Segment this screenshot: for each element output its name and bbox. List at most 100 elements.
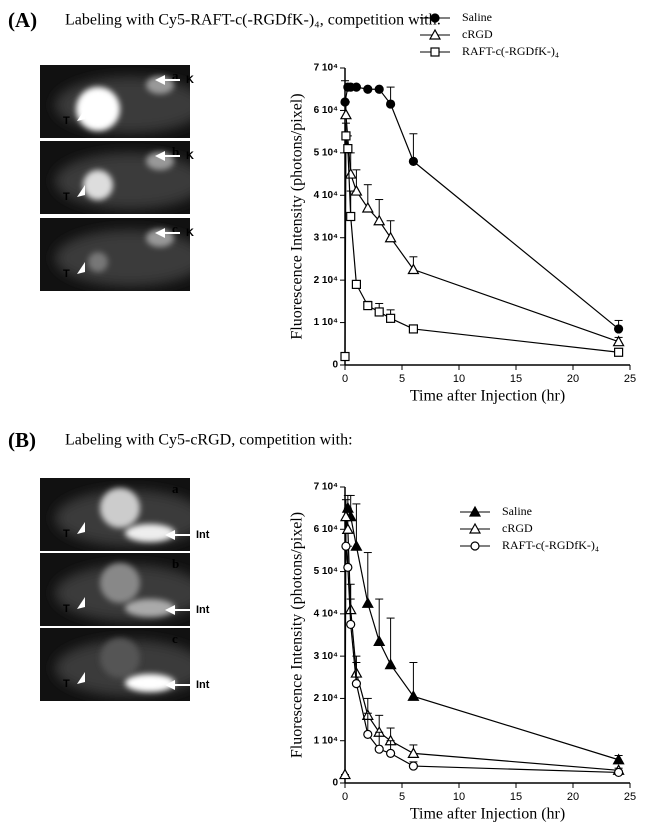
marker (408, 324, 418, 334)
arrow-label: K (186, 150, 194, 162)
tumor (88, 252, 108, 272)
y-tick-label: 2 10⁴ (314, 275, 338, 286)
fluorescence-image (40, 218, 190, 291)
marker (343, 144, 353, 154)
arrow-label: T (63, 115, 70, 127)
marker (346, 211, 356, 222)
arrow-label: T (63, 603, 70, 615)
intestine (125, 674, 175, 692)
x-tick-label: 10 (453, 373, 465, 385)
marker (361, 201, 374, 213)
marker (407, 263, 420, 275)
y-tick-label: 5 10⁴ (314, 147, 338, 158)
arrow-head (155, 228, 165, 238)
arrow-label: Int (196, 679, 210, 691)
legend-label: cRGD (502, 521, 533, 535)
image-letter: c (172, 221, 178, 236)
marker (351, 82, 361, 92)
x-tick-label: 25 (624, 791, 636, 803)
series-line (345, 114, 619, 343)
body-glow (55, 230, 190, 286)
y-axis-label: Fluorescence Intensity (photons/pixel) (289, 93, 306, 339)
y-tick-label: 4 10⁴ (314, 608, 338, 619)
marker (386, 748, 396, 759)
marker (613, 767, 624, 778)
marker (363, 84, 373, 94)
body-glow (55, 153, 190, 209)
marker (407, 690, 420, 701)
legend-label: Saline (462, 10, 492, 24)
y-tick-label: 0 (332, 360, 338, 371)
image-letter: b (172, 144, 179, 159)
y-tick-label: 5 10⁴ (314, 566, 338, 577)
panel-label: (A) (8, 8, 37, 32)
legend-marker (468, 522, 482, 534)
arrow-label: T (63, 191, 70, 203)
arrow-head (77, 672, 85, 684)
arrow-label: T (63, 528, 70, 540)
marker (408, 761, 418, 771)
tumor (100, 638, 140, 678)
error-bar (352, 503, 361, 547)
marker (339, 108, 352, 120)
image-content (55, 152, 190, 209)
arrow-label: Int (196, 529, 210, 541)
image-content (55, 76, 190, 133)
marker (374, 744, 384, 754)
x-tick-label: 10 (453, 791, 465, 803)
legend-marker (430, 47, 440, 57)
fluorescence-image (40, 628, 190, 701)
arrow-head (77, 109, 85, 121)
marker (340, 351, 350, 362)
marker (386, 99, 396, 109)
series-line (344, 86, 619, 330)
legend-marker (468, 505, 482, 517)
error-bar (386, 617, 395, 665)
marker (341, 131, 351, 141)
legend-label: RAFT-c(-RGDfK-)₄ (502, 538, 599, 552)
marker (350, 539, 363, 551)
panel-label: (B) (8, 428, 36, 452)
marker (612, 753, 625, 765)
x-tick-label: 25 (624, 373, 636, 385)
x-tick-label: 20 (567, 791, 579, 803)
marker (363, 301, 373, 311)
marker (343, 562, 353, 572)
legend-label: cRGD (462, 27, 493, 41)
series-line (344, 516, 619, 775)
y-tick-label: 7 10⁴ (314, 482, 338, 493)
marker (351, 279, 361, 289)
fluorescence-image (40, 553, 190, 626)
arrow-label: Int (196, 604, 210, 616)
series-line (344, 135, 619, 357)
marker (613, 324, 624, 334)
marker (407, 747, 420, 759)
arrow-head (77, 185, 85, 197)
marker (341, 541, 351, 551)
tumor (100, 488, 140, 528)
arrow-head (77, 262, 85, 274)
arrow-head (165, 530, 175, 540)
y-tick-label: 2 10⁴ (314, 693, 338, 704)
marker (373, 214, 386, 226)
image-content (55, 229, 190, 286)
image-letter: a (172, 481, 179, 496)
y-tick-label: 7 10⁴ (314, 63, 338, 74)
marker (386, 313, 396, 323)
error-bar (375, 598, 384, 642)
y-tick-label: 6 10⁴ (314, 524, 338, 535)
marker (612, 335, 625, 347)
y-tick-label: 4 10⁴ (314, 190, 338, 201)
marker (339, 510, 352, 522)
legend-marker (428, 28, 442, 40)
arrow-head (165, 680, 175, 690)
x-tick-label: 20 (567, 373, 579, 385)
marker (361, 597, 374, 608)
arrow-head (155, 151, 165, 161)
marker (373, 635, 386, 646)
image-letter: c (172, 631, 178, 646)
tumor (76, 87, 120, 131)
x-axis-label: Time after Injection (hr) (410, 806, 565, 823)
marker (384, 231, 397, 243)
